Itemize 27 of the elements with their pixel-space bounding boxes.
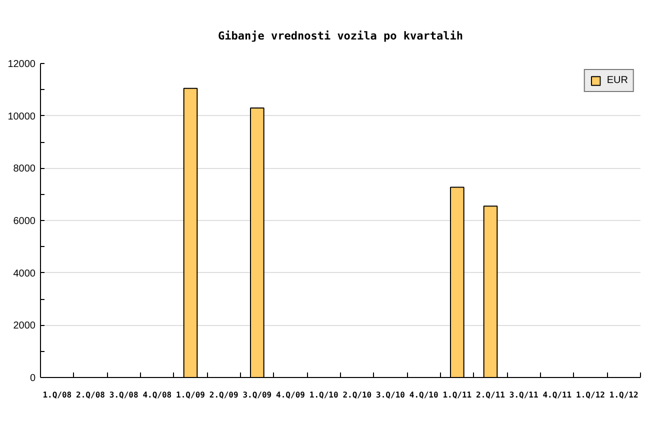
x-tick-label: 2.Q/08 [76, 390, 106, 400]
x-tick-label: 1.Q/10 [309, 390, 338, 400]
y-tick-label: 8000 [13, 164, 36, 175]
x-tick-label: 1.Q/12 [576, 390, 606, 400]
x-tick-label: 4.Q/08 [142, 390, 172, 400]
x-tick-label: 4.Q/11 [542, 390, 572, 400]
x-tick-label: 2.Q/10 [342, 390, 372, 400]
x-tick-label: 1.Q/12 [609, 390, 638, 400]
y-tick-label: 10000 [8, 111, 36, 122]
x-tick-label: 4.Q/10 [409, 390, 438, 400]
y-tick-label: 6000 [13, 216, 36, 227]
y-tick-label: 4000 [13, 268, 36, 280]
x-tick-label: 3.Q/10 [376, 390, 406, 400]
y-tick-label: 12000 [8, 59, 36, 70]
x-tick-label: 3.Q/09 [242, 390, 272, 400]
x-tick-label: 4.Q/09 [276, 390, 306, 400]
x-tick-label: 1.Q/11 [442, 390, 472, 400]
x-tick-label: 2.Q/09 [209, 390, 238, 400]
y-tick-label: 2000 [13, 320, 36, 332]
x-tick-label: 1.Q/09 [176, 390, 206, 400]
x-tick-label: 1.Q/08 [42, 390, 72, 400]
chart-title: Gibanje vrednosti vozila po kvartalih [218, 30, 464, 42]
legend-label: EUR [606, 75, 628, 86]
x-tick-label: 3.Q/11 [509, 390, 538, 400]
x-tick-label: 3.Q/08 [109, 390, 138, 400]
y-tick-label: 0 [30, 373, 36, 384]
x-tick-label: 2.Q/11 [476, 390, 506, 400]
